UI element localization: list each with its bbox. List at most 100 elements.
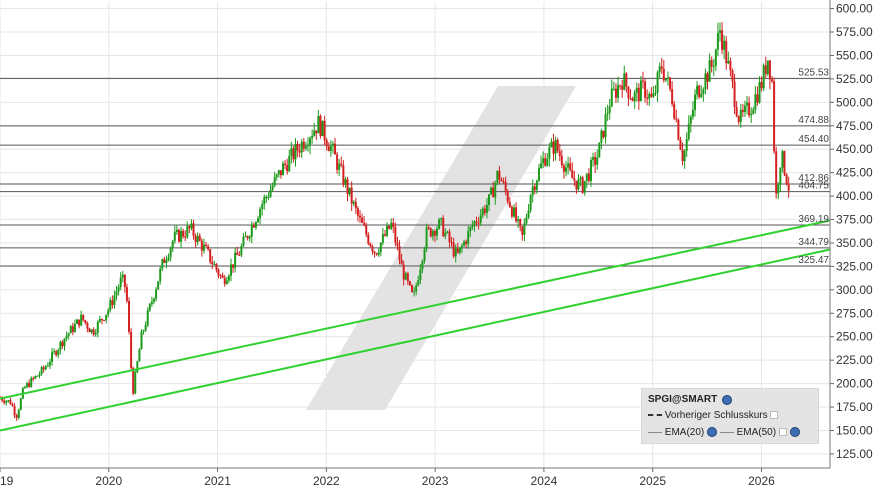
candle-body (402, 264, 405, 280)
candle-body (519, 219, 522, 227)
candle-body (446, 231, 449, 233)
candle-body (733, 81, 736, 107)
candle-body (180, 230, 183, 242)
globe-icon[interactable] (789, 427, 800, 438)
candle-body (687, 123, 690, 139)
candle-body (375, 253, 378, 255)
candle-body (142, 330, 145, 332)
candle-body (86, 322, 89, 329)
candle-body (427, 227, 430, 229)
candle-body (691, 109, 694, 117)
candle-body (240, 245, 243, 256)
x-tick-label: 2021 (204, 474, 231, 488)
candle-body (259, 208, 262, 219)
candle-body (155, 289, 158, 299)
candle-body (781, 151, 784, 168)
candle-body (36, 375, 39, 377)
candle-body (28, 383, 31, 387)
candle-body (635, 87, 638, 93)
candle-body (787, 183, 790, 191)
candle-body (383, 234, 386, 236)
candle-body (619, 85, 622, 87)
candle-body (735, 106, 738, 117)
candle-body (764, 65, 767, 75)
candle-body (354, 201, 357, 209)
y-tick-label: 350.00 (836, 236, 873, 250)
candle-body (550, 141, 553, 148)
candle-body (371, 246, 374, 252)
candle-body (128, 301, 131, 332)
candle-body (23, 386, 26, 389)
candle-body (741, 109, 744, 112)
candle-body (413, 291, 416, 293)
candle-body (90, 329, 93, 333)
candle-body (248, 236, 251, 239)
candle-body (746, 102, 749, 106)
candle-body (440, 218, 443, 220)
candle-body (125, 287, 128, 302)
candle-body (3, 400, 6, 403)
candle-body (729, 60, 732, 71)
candle-body (614, 88, 617, 98)
legend-row-ema: EMA(20) EMA(50) (648, 427, 800, 438)
candle-body (546, 158, 549, 166)
candle-body (429, 228, 432, 237)
candle-body (358, 215, 361, 218)
candle-body (321, 120, 324, 137)
candle-body (227, 275, 230, 281)
candle-body (161, 259, 164, 269)
candle-body (294, 143, 297, 160)
x-tick-label: 2024 (531, 474, 558, 488)
candle-body (760, 81, 763, 89)
candle-body (771, 79, 774, 82)
candle-body (396, 242, 399, 246)
checkbox-icon[interactable] (778, 428, 787, 437)
candle-body (286, 165, 289, 172)
candle-body (394, 227, 397, 243)
candle-body (311, 135, 314, 139)
candle-body (419, 269, 422, 281)
candle-body (9, 400, 12, 405)
y-tick-label: 550.00 (836, 48, 873, 62)
candle-body (617, 85, 620, 98)
candle-body (506, 191, 509, 202)
candle-body (157, 281, 160, 290)
candle-body (171, 241, 174, 248)
candle-body (329, 146, 332, 152)
candle-body (61, 341, 64, 347)
candle-body (592, 156, 595, 160)
candle-body (777, 184, 780, 194)
y-tick-label: 450.00 (836, 142, 873, 156)
candle-body (569, 163, 572, 170)
candle-body (207, 246, 210, 250)
candle-body (334, 143, 337, 155)
candle-body (621, 85, 624, 90)
candle-body (211, 261, 214, 265)
candle-body (159, 268, 162, 282)
candle-body (525, 217, 528, 224)
candle-body (598, 142, 601, 158)
candle-body (542, 158, 545, 164)
candle-body (65, 335, 68, 339)
candle-body (510, 206, 513, 217)
candle-body (348, 187, 351, 195)
candle-body (465, 241, 468, 244)
candle-body (388, 225, 391, 229)
candle-body (69, 326, 72, 334)
candle-body (444, 232, 447, 237)
candle-body (198, 235, 201, 241)
candle-body (234, 252, 237, 268)
candle-body (182, 230, 185, 237)
candle-body (265, 196, 268, 198)
candle-body (694, 94, 697, 110)
candle-body (731, 70, 734, 82)
candle-body (537, 168, 540, 181)
candle-body (11, 404, 14, 407)
globe-icon[interactable] (722, 395, 732, 405)
candle-body (71, 326, 74, 332)
candle-body (458, 247, 461, 253)
globe-icon[interactable] (707, 427, 718, 438)
candle-body (610, 88, 613, 107)
checkbox-icon[interactable] (770, 411, 779, 420)
